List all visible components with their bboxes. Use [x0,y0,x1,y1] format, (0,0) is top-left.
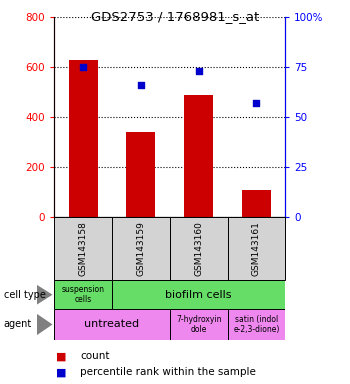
Text: GSM143158: GSM143158 [79,221,88,276]
Text: GSM143161: GSM143161 [252,221,261,276]
Text: suspension
cells: suspension cells [62,285,105,305]
Text: untreated: untreated [84,319,140,329]
Text: biofilm cells: biofilm cells [165,290,232,300]
Bar [184,95,213,217]
Text: percentile rank within the sample: percentile rank within the sample [80,367,256,377]
Bar [170,217,228,280]
Bar [170,309,228,340]
Polygon shape [37,314,52,335]
Text: GSM143160: GSM143160 [194,221,203,276]
Bar [126,132,155,217]
Text: agent: agent [4,319,32,329]
Bar [54,217,112,280]
Text: GSM143159: GSM143159 [136,221,145,276]
Text: satin (indol
e-2,3-dione): satin (indol e-2,3-dione) [233,315,280,334]
Bar [228,309,285,340]
Bar [54,280,112,309]
Text: 7-hydroxyin
dole: 7-hydroxyin dole [176,315,221,334]
Bar [69,60,98,217]
Bar [228,217,285,280]
Bar [112,280,285,309]
Text: ■: ■ [56,351,66,361]
Point [138,82,144,88]
Bar [112,217,170,280]
Text: ■: ■ [56,367,66,377]
Text: cell type: cell type [4,290,46,300]
Text: GDS2753 / 1768981_s_at: GDS2753 / 1768981_s_at [91,10,259,23]
Point [80,64,86,70]
Bar [242,190,271,217]
Bar [54,309,170,340]
Polygon shape [37,285,52,305]
Point [196,68,202,74]
Text: count: count [80,351,110,361]
Point [253,100,259,106]
